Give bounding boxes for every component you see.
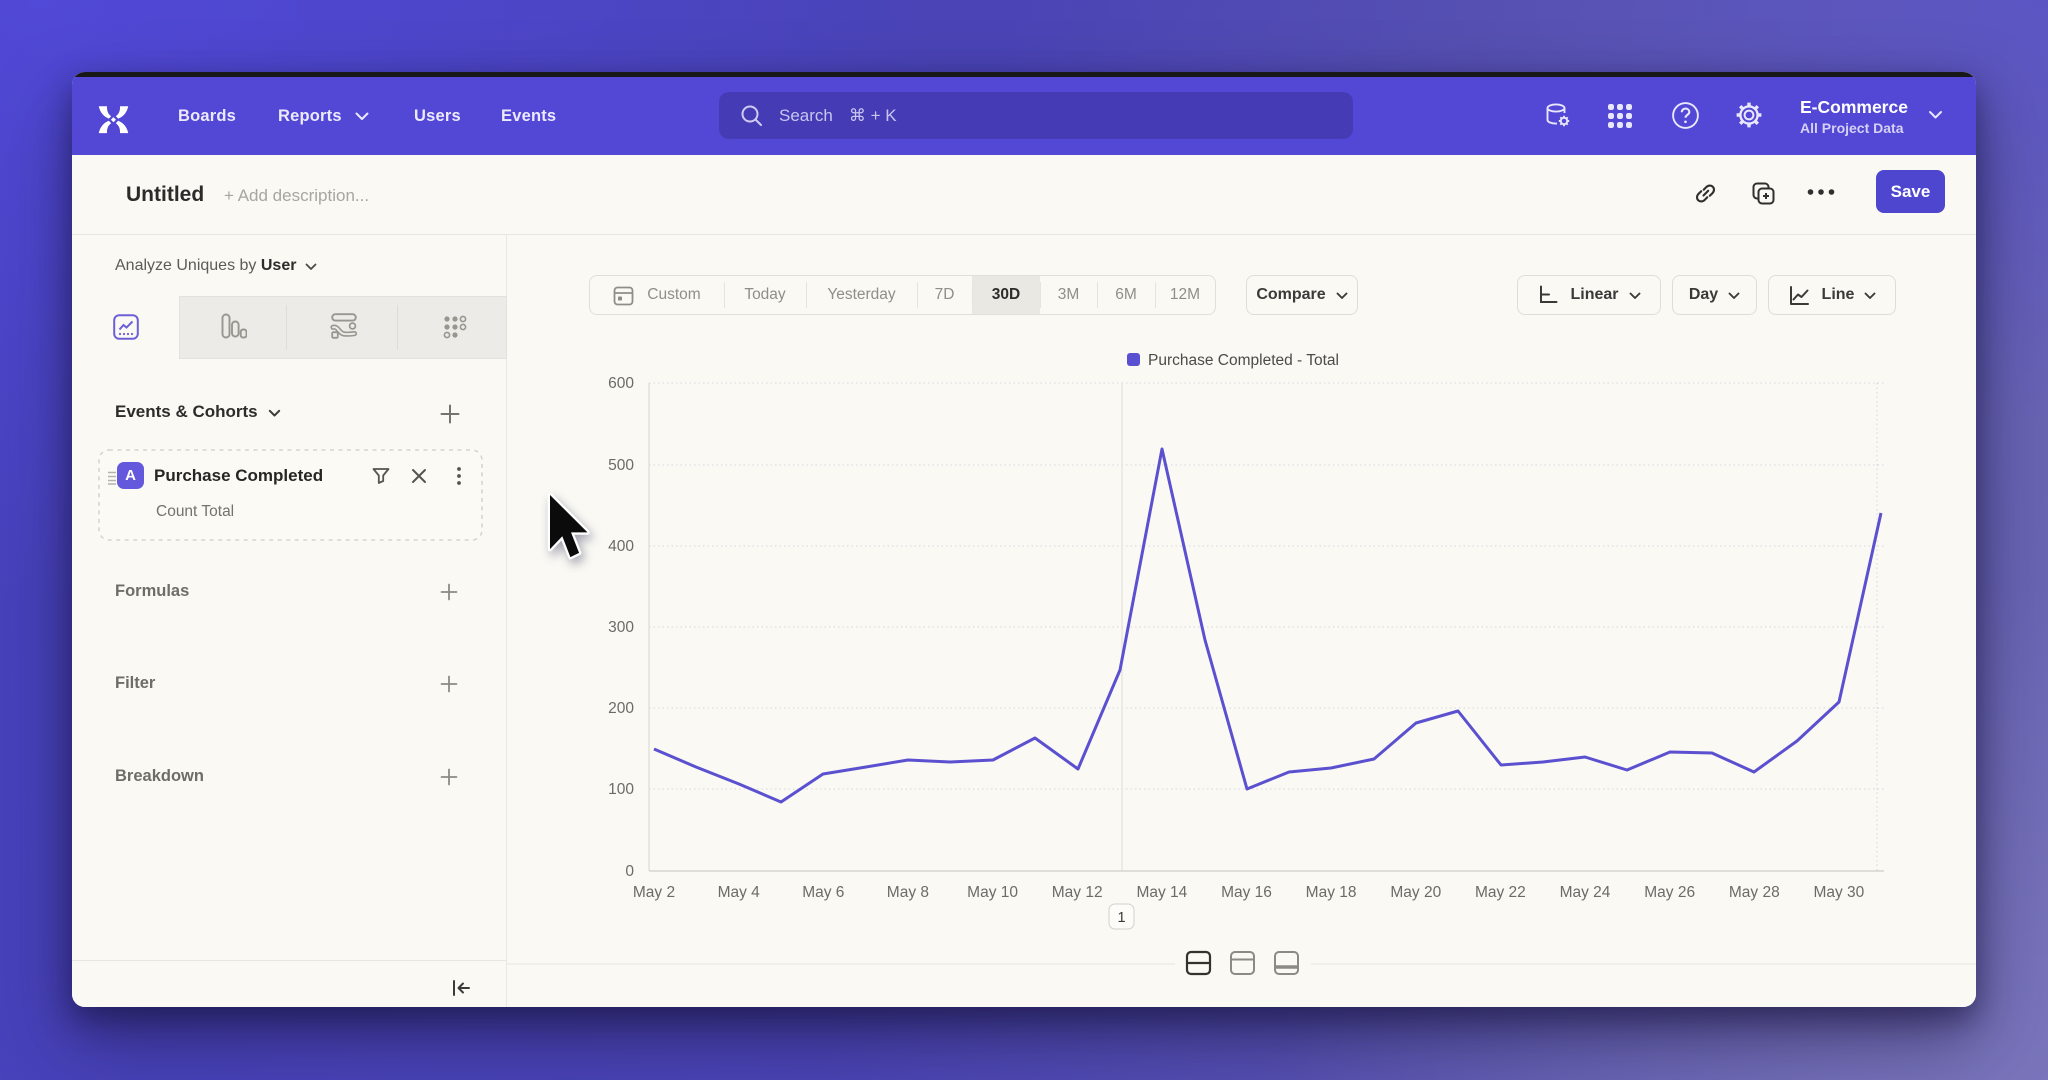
svg-text:May 20: May 20: [1390, 884, 1441, 901]
svg-text:May 8: May 8: [887, 884, 929, 901]
svg-text:May 26: May 26: [1644, 884, 1695, 901]
svg-text:May 22: May 22: [1475, 884, 1526, 901]
svg-text:400: 400: [608, 538, 634, 555]
svg-text:May 4: May 4: [718, 884, 761, 901]
svg-text:100: 100: [608, 781, 634, 798]
svg-text:May 30: May 30: [1813, 884, 1864, 901]
svg-text:May 16: May 16: [1221, 884, 1272, 901]
svg-text:May 14: May 14: [1136, 884, 1187, 901]
svg-text:May 12: May 12: [1052, 884, 1103, 901]
svg-text:0: 0: [625, 863, 634, 880]
svg-text:300: 300: [608, 619, 634, 636]
svg-text:1: 1: [1117, 910, 1125, 926]
svg-text:May 24: May 24: [1560, 884, 1611, 901]
svg-text:200: 200: [608, 700, 634, 717]
svg-text:600: 600: [608, 375, 634, 392]
svg-text:May 28: May 28: [1729, 884, 1780, 901]
svg-text:May 10: May 10: [967, 884, 1018, 901]
svg-text:May 18: May 18: [1306, 884, 1357, 901]
svg-text:May 2: May 2: [633, 884, 675, 901]
svg-text:Purchase Completed - Total: Purchase Completed - Total: [1148, 352, 1339, 369]
svg-text:May 6: May 6: [802, 884, 844, 901]
svg-text:500: 500: [608, 457, 634, 474]
